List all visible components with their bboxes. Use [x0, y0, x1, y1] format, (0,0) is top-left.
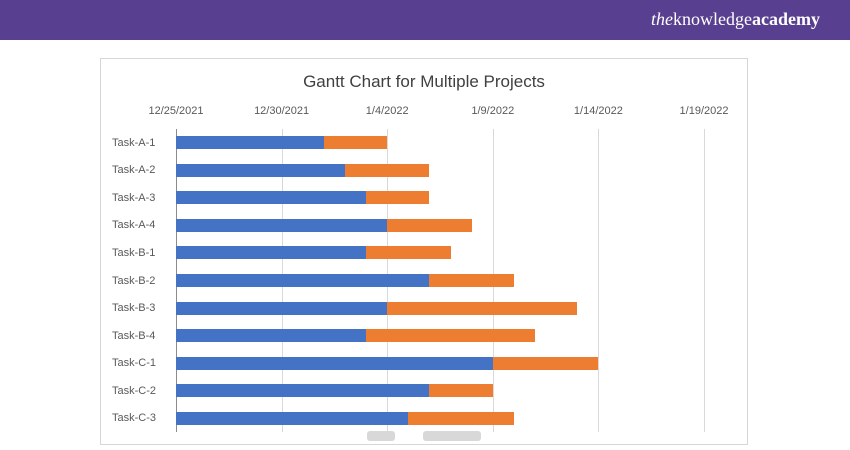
bar-offset-segment — [176, 356, 493, 370]
task-label: Task-C-2 — [112, 384, 157, 397]
plot-area: Task-A-1 Task-A-2 Task-A-3 Task-A-4 Task-B-1… — [112, 129, 705, 432]
bar-offset-segment — [176, 136, 324, 150]
task-label: Task-A-2 — [112, 164, 156, 177]
bar-duration-segment — [366, 329, 536, 343]
brand-logo: theknowledgeacademy — [651, 9, 820, 30]
bar-offset-segment — [176, 329, 367, 343]
bar-duration-segment — [408, 411, 514, 425]
task-label: Task-B-1 — [112, 246, 156, 259]
bar-offset-segment — [176, 384, 430, 398]
gantt-chart-card: Gantt Chart for Multiple Projects 12/25/… — [100, 58, 748, 445]
task-label: Task-A-4 — [112, 219, 156, 232]
legend-chip — [423, 431, 481, 441]
bar-offset-segment — [176, 218, 388, 232]
bar-offset-segment — [176, 191, 367, 205]
task-label: Task-B-3 — [112, 302, 156, 315]
bar-duration-segment — [387, 218, 472, 232]
vertical-gridline — [598, 129, 600, 432]
x-axis-tick-label: 1/9/2022 — [471, 105, 515, 117]
bar-duration-segment — [344, 163, 430, 177]
x-axis-tick-label: 1/14/2022 — [573, 105, 623, 117]
task-label: Task-A-3 — [112, 191, 156, 204]
x-axis-tick-label: 12/25/2021 — [148, 105, 204, 117]
x-axis-tick-label: 1/19/2022 — [679, 105, 729, 117]
axis-labels: 12/25/2021 12/30/2021 1/4/2022 1/9/2022 1/14… — [148, 105, 728, 119]
task-label: Task-B-2 — [112, 274, 156, 287]
logo-knowledge: knowledge — [673, 9, 753, 29]
task-label: Task-C-3 — [112, 412, 157, 425]
task-label: Task-C-1 — [112, 357, 157, 370]
bar-duration-segment — [429, 274, 514, 287]
x-axis-tick-label: 1/4/2022 — [365, 105, 409, 117]
legend-chip — [367, 431, 395, 441]
bar-duration-segment — [366, 191, 430, 205]
bar-duration-segment — [429, 384, 493, 398]
bar-offset-segment — [176, 301, 388, 315]
x-axis-tick-label: 12/30/2021 — [254, 105, 310, 117]
logo-the: the — [651, 9, 674, 29]
bar-duration-segment — [366, 246, 451, 260]
bar-offset-segment — [176, 163, 345, 177]
bar-duration-segment — [323, 136, 388, 150]
bar-offset-segment — [176, 411, 409, 425]
bar-duration-segment — [387, 301, 578, 315]
logo-academy: academy — [752, 9, 820, 29]
bar-offset-segment — [176, 246, 367, 260]
bar-duration-segment — [492, 356, 599, 370]
legend-partial — [367, 431, 481, 441]
task-label: Task-A-1 — [112, 136, 156, 149]
chart-title: Gantt Chart for Multiple Projects — [303, 72, 545, 91]
bar-offset-segment — [176, 274, 430, 287]
top-banner: theknowledgeacademy — [0, 0, 850, 40]
vertical-gridline — [704, 129, 705, 432]
task-label: Task-B-4 — [112, 329, 156, 342]
